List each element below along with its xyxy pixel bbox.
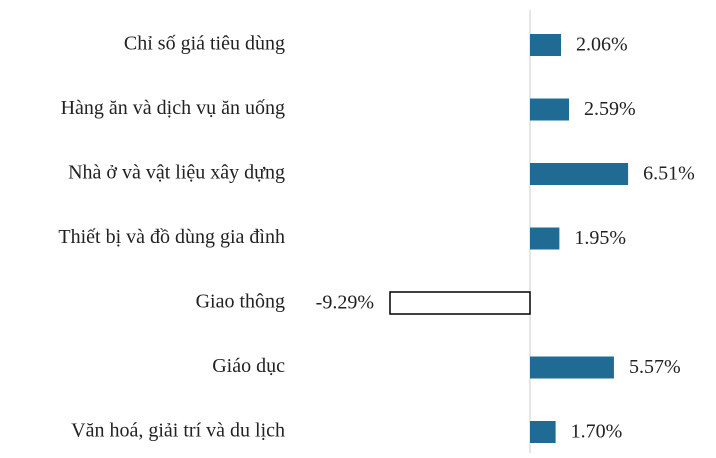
value-label: 1.95% bbox=[574, 227, 626, 249]
bar bbox=[530, 34, 562, 56]
value-label: 1.70% bbox=[571, 421, 623, 443]
category-label: Giao thông bbox=[196, 291, 285, 313]
value-label: -9.29% bbox=[316, 292, 374, 314]
value-label: 2.06% bbox=[576, 34, 628, 56]
category-label: Giáo dục bbox=[212, 355, 285, 377]
category-label: Văn hoá, giải trí và du lịch bbox=[71, 420, 285, 442]
bar bbox=[530, 421, 556, 443]
category-label: Nhà ở và vật liệu xây dựng bbox=[68, 162, 285, 184]
category-label: Thiết bị và đồ dùng gia đình bbox=[58, 226, 285, 248]
value-label: 2.59% bbox=[584, 98, 636, 120]
bar bbox=[530, 227, 560, 250]
bar bbox=[389, 291, 531, 315]
value-label: 5.57% bbox=[629, 356, 681, 378]
bar bbox=[530, 163, 629, 185]
bar bbox=[530, 356, 614, 379]
category-label: Hàng ăn và dịch vụ ăn uống bbox=[61, 97, 285, 119]
bar bbox=[530, 98, 570, 121]
category-label: Chỉ số giá tiêu dùng bbox=[124, 33, 285, 55]
value-label: 6.51% bbox=[643, 163, 695, 185]
